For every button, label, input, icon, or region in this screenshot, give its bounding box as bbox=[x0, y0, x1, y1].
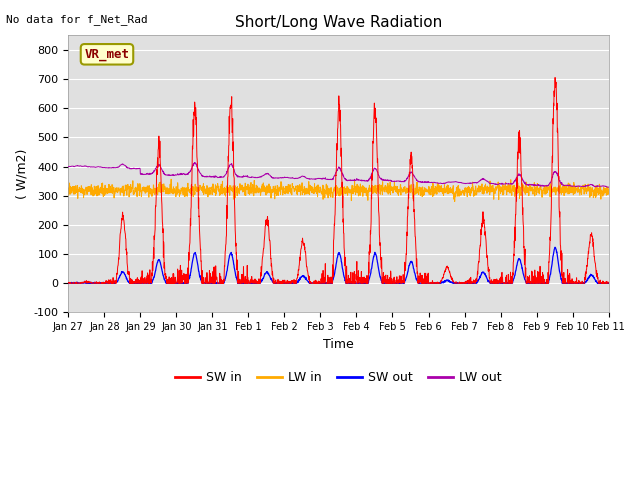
Text: VR_met: VR_met bbox=[84, 48, 129, 61]
X-axis label: Time: Time bbox=[323, 337, 354, 351]
Legend: SW in, LW in, SW out, LW out: SW in, LW in, SW out, LW out bbox=[170, 366, 507, 389]
Text: No data for f_Net_Rad: No data for f_Net_Rad bbox=[6, 14, 148, 25]
Y-axis label: ( W/m2): ( W/m2) bbox=[15, 149, 28, 199]
Title: Short/Long Wave Radiation: Short/Long Wave Radiation bbox=[235, 15, 442, 30]
